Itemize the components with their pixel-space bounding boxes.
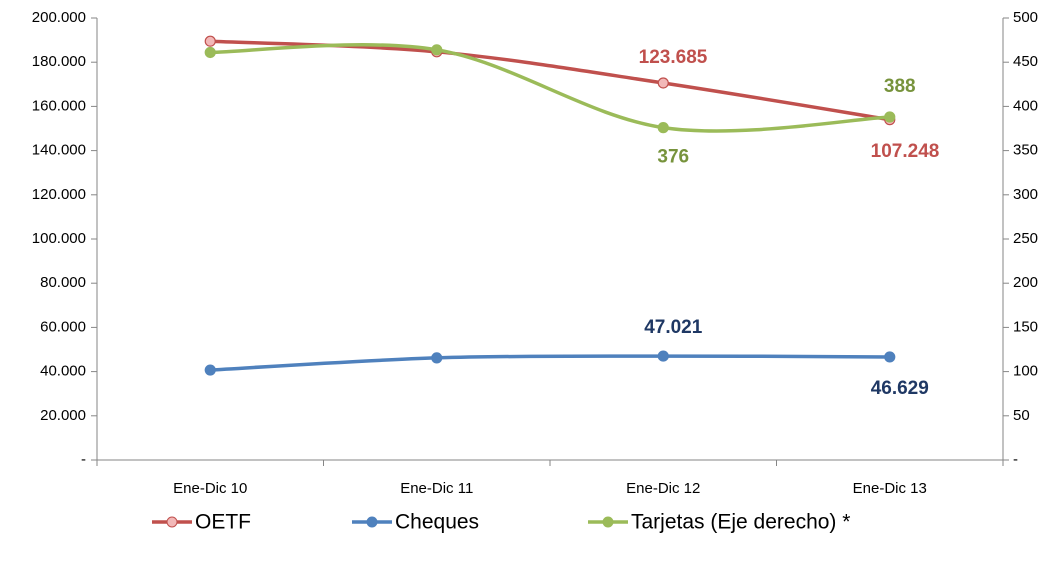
data-label: 376 — [657, 147, 689, 168]
data-point — [204, 46, 216, 59]
x-tick-label: Ene-Dic 13 — [853, 480, 927, 497]
data-point — [657, 77, 669, 89]
x-tick-label: Ene-Dic 12 — [626, 480, 700, 497]
y2-tick-label: 100 — [1013, 363, 1038, 380]
data-point — [431, 352, 443, 364]
y-tick-label: 40.000 — [40, 363, 86, 380]
data-point — [884, 351, 896, 363]
legend-marker — [366, 516, 378, 528]
y-tick-label: 180.000 — [32, 53, 86, 70]
data-point — [657, 350, 669, 362]
series-line — [210, 39, 891, 122]
annotation: 107.248 — [871, 141, 940, 162]
data-point — [657, 122, 669, 134]
series-line — [210, 43, 890, 133]
data-point — [884, 111, 896, 123]
data-point — [431, 44, 443, 56]
legend-label: Cheques — [395, 511, 479, 534]
legend-marker — [602, 516, 614, 528]
y2-tick-label: 500 — [1013, 9, 1038, 26]
y2-tick-label: 150 — [1013, 318, 1038, 335]
y2-tick-label: 450 — [1013, 53, 1038, 70]
legend-label: Tarjetas (Eje derecho) * — [631, 511, 850, 534]
legend-marker — [166, 516, 178, 528]
y-tick-label: 60.000 — [40, 318, 86, 335]
annotation: 123.685 — [639, 47, 708, 68]
y2-tick-label: 50 — [1013, 407, 1030, 424]
y-tick-label: 20.000 — [40, 407, 86, 424]
y2-tick-label: 300 — [1013, 186, 1038, 203]
y2-tick-label: - — [1013, 451, 1018, 468]
x-tick-label: Ene-Dic 10 — [173, 480, 247, 497]
legend-label: OETF — [195, 511, 251, 534]
y-tick-label: 160.000 — [32, 97, 86, 114]
y-tick-label: 200.000 — [32, 9, 86, 26]
y-tick-label: 100.000 — [32, 230, 86, 247]
data-label: 46.629 — [871, 378, 929, 399]
data-label: 388 — [884, 76, 916, 97]
y2-tick-label: 350 — [1013, 142, 1038, 159]
y-tick-label: 120.000 — [32, 186, 86, 203]
y2-tick-label: 250 — [1013, 230, 1038, 247]
x-tick-label: Ene-Dic 11 — [400, 480, 473, 497]
data-label: 47.021 — [644, 317, 703, 338]
data-point — [204, 35, 216, 47]
y-tick-label: 80.000 — [40, 274, 86, 291]
series-line — [210, 354, 890, 372]
y-tick-label: - — [81, 451, 86, 468]
y2-tick-label: 400 — [1013, 97, 1038, 114]
data-point — [204, 364, 216, 376]
y2-tick-label: 200 — [1013, 274, 1038, 291]
y-tick-label: 140.000 — [32, 142, 86, 159]
